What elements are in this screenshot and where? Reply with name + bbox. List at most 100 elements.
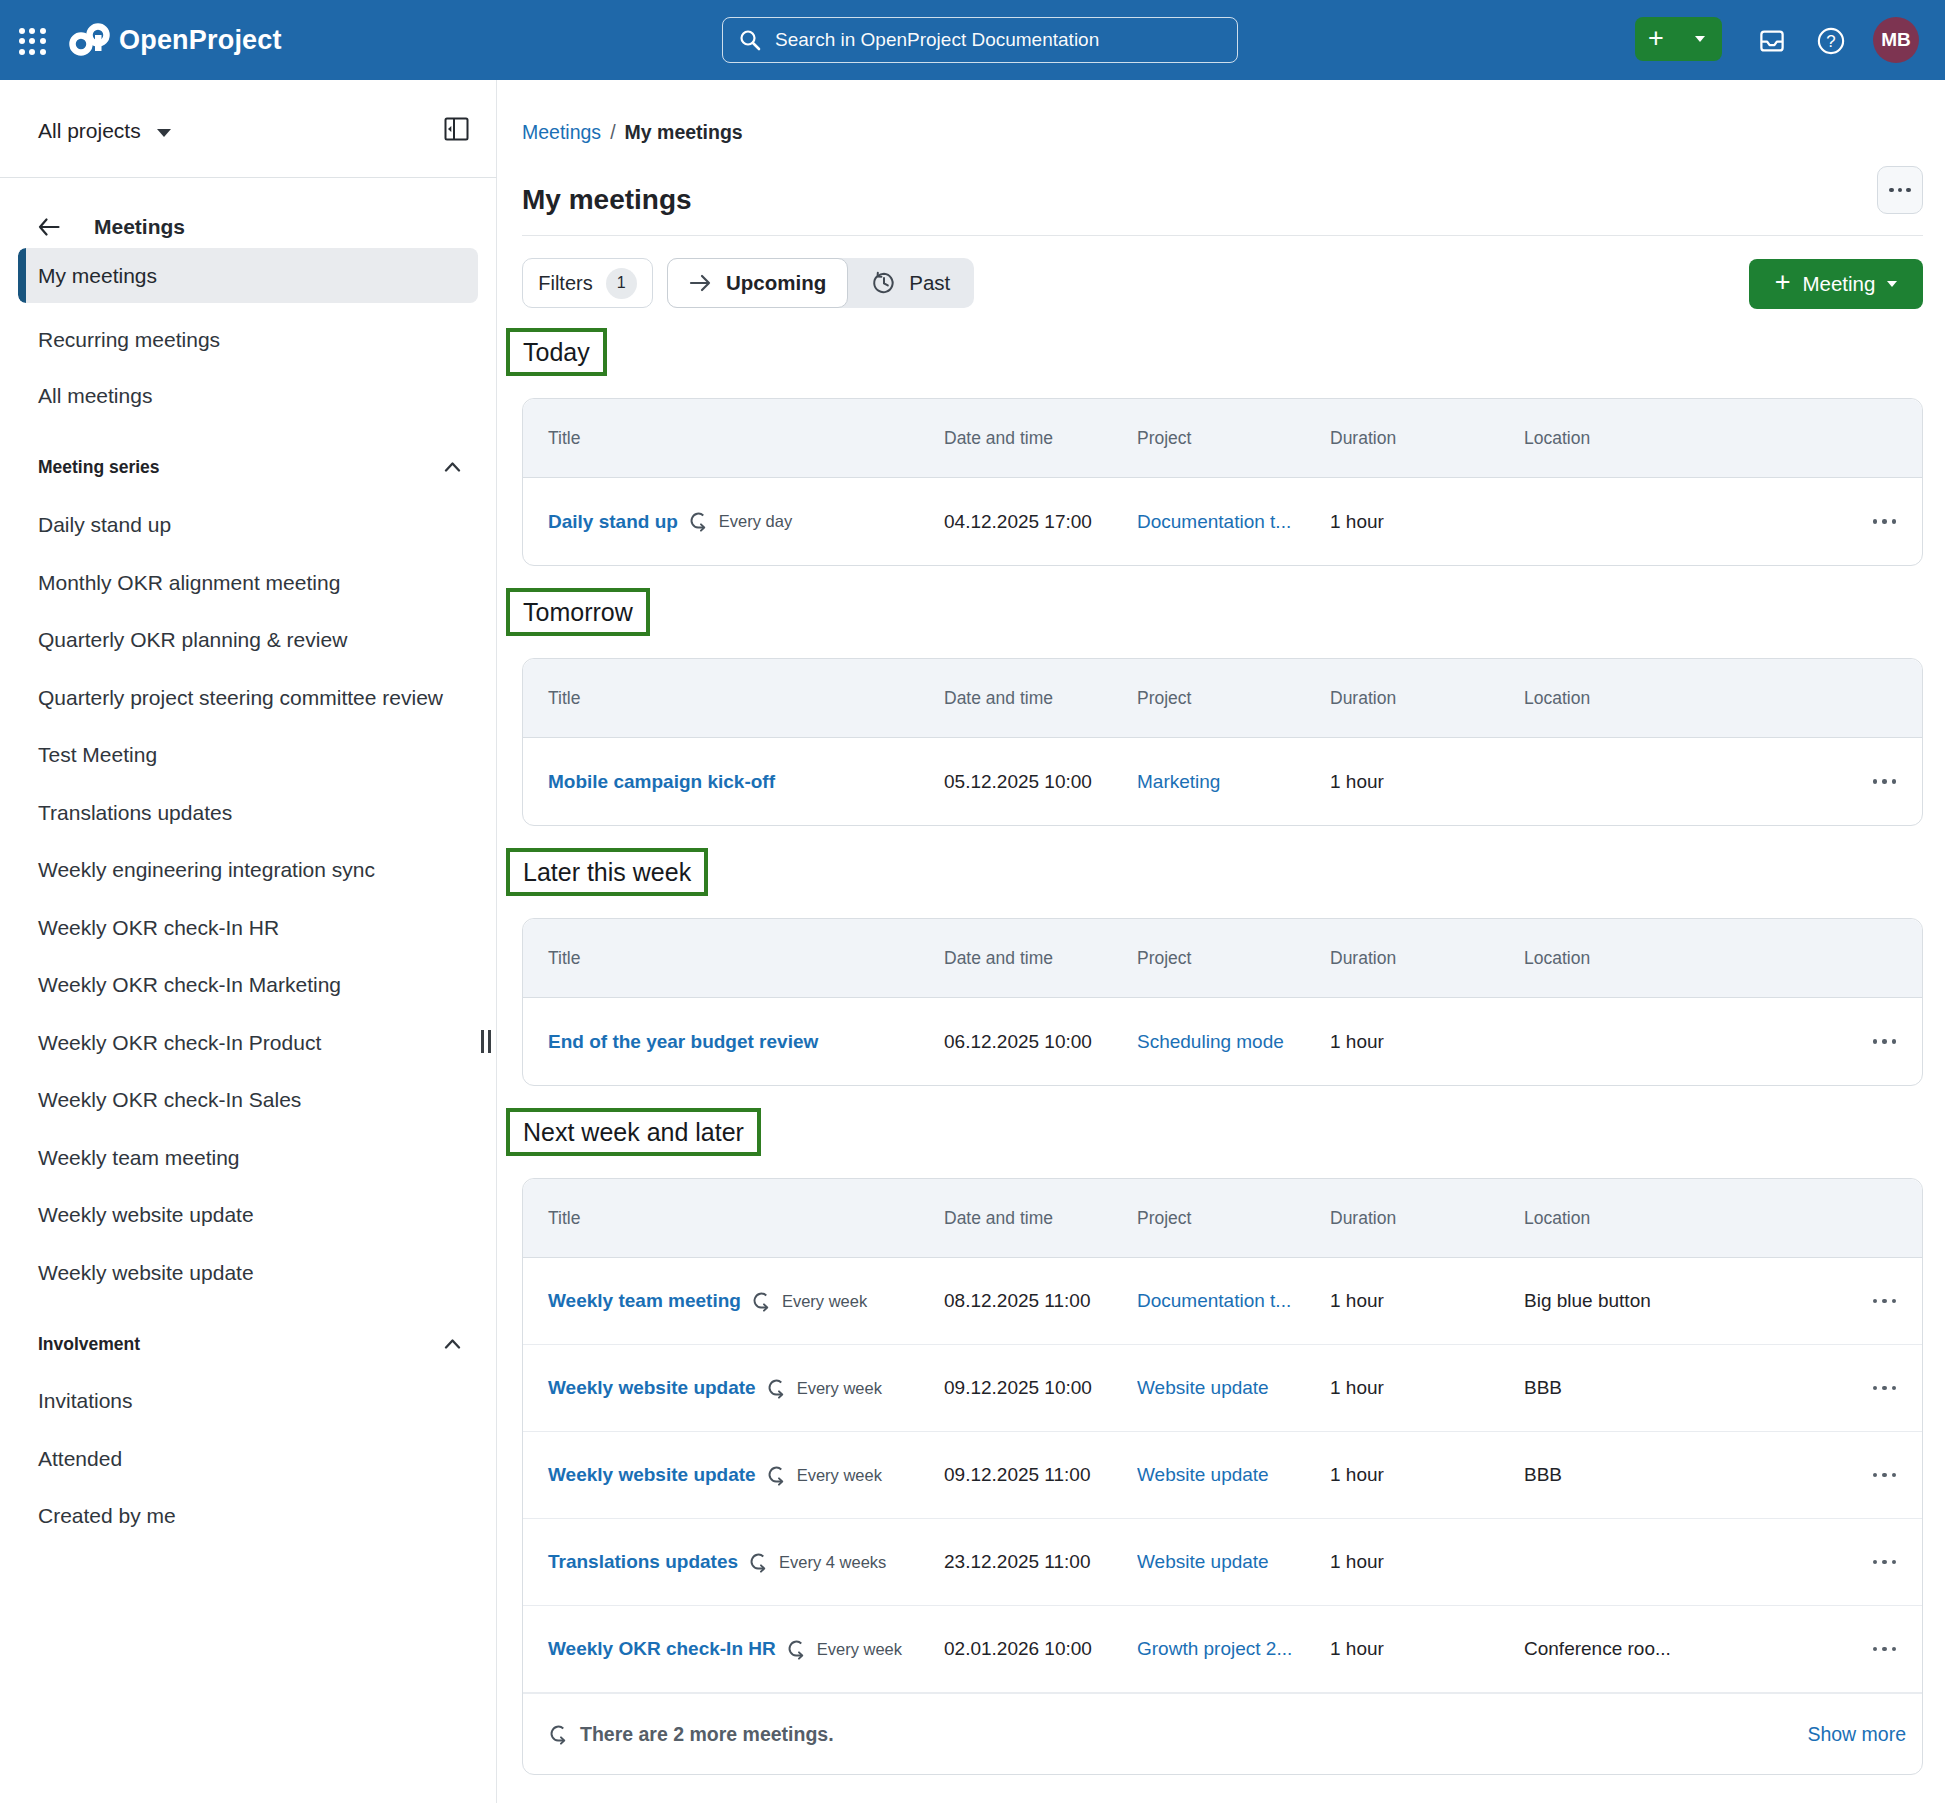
- meeting-datetime: 05.12.2025 10:00: [944, 771, 1137, 793]
- sidebar-item-meeting-series[interactable]: Translations updates: [38, 801, 232, 825]
- search-input[interactable]: Search in OpenProject Documentation: [722, 17, 1238, 63]
- row-more-menu-button[interactable]: [1873, 779, 1923, 784]
- sidebar-item-meeting-series[interactable]: Weekly OKR check-In Marketing: [38, 973, 341, 997]
- sidebar-item-my-meetings[interactable]: My meetings: [18, 248, 478, 303]
- sidebar-item-recurring-meetings[interactable]: Recurring meetings: [38, 328, 220, 352]
- section-heading: Tomorrow: [506, 588, 650, 636]
- sidebar-item-meeting-series[interactable]: Weekly OKR check-In Sales: [38, 1088, 301, 1112]
- section-heading: Today: [506, 328, 607, 376]
- meeting-title-link[interactable]: Mobile campaign kick-off: [548, 771, 775, 793]
- meeting-series-section-header: Meeting series: [38, 457, 160, 478]
- help-icon[interactable]: ?: [1816, 26, 1846, 56]
- all-projects-selector[interactable]: All projects: [38, 119, 171, 143]
- meeting-title-link[interactable]: End of the year budget review: [548, 1031, 818, 1053]
- filters-count-badge: 1: [606, 268, 637, 299]
- recurring-meeting-icon: [748, 1552, 769, 1573]
- meeting-datetime: 09.12.2025 11:00: [944, 1464, 1137, 1486]
- sidebar-resize-handle[interactable]: [481, 1030, 491, 1053]
- chevron-down-icon: [157, 129, 171, 137]
- show-more-link[interactable]: Show more: [1807, 1723, 1906, 1746]
- meeting-duration: 1 hour: [1330, 511, 1524, 533]
- row-more-menu-button[interactable]: [1873, 1647, 1923, 1652]
- row-more-menu-button[interactable]: [1873, 519, 1923, 524]
- sidebar-item-meeting-series[interactable]: Quarterly project steering committee rev…: [38, 686, 443, 710]
- sidebar-item-meeting-series[interactable]: Weekly website update: [38, 1203, 254, 1227]
- meeting-row: Weekly website updateEvery week09.12.202…: [523, 1432, 1922, 1519]
- back-arrow-icon[interactable]: [38, 218, 60, 236]
- table-header: TitleDate and timeProjectDurationLocatio…: [523, 1179, 1922, 1258]
- svg-text:?: ?: [1826, 32, 1835, 51]
- sidebar-item-created-by-me[interactable]: Created by me: [38, 1504, 176, 1528]
- meeting-title-link[interactable]: Translations updates: [548, 1551, 738, 1573]
- sidebar-item-meeting-series[interactable]: Weekly engineering integration sync: [38, 858, 375, 882]
- upcoming-tab[interactable]: Upcoming: [667, 258, 848, 308]
- meeting-duration: 1 hour: [1330, 1638, 1524, 1660]
- recurring-meeting-icon: [751, 1291, 772, 1312]
- recurring-meeting-icon: [548, 1724, 569, 1745]
- meetings-table: TitleDate and timeProjectDurationLocatio…: [522, 398, 1923, 566]
- chevron-up-icon[interactable]: [444, 462, 461, 472]
- meeting-location: Conference roo...: [1524, 1638, 1817, 1660]
- sidebar-item-attended[interactable]: Attended: [38, 1447, 122, 1471]
- row-more-menu-button[interactable]: [1873, 1386, 1923, 1391]
- project-link[interactable]: Website update: [1137, 1551, 1330, 1573]
- page-more-menu-button[interactable]: [1877, 166, 1923, 214]
- meetings-table: TitleDate and timeProjectDurationLocatio…: [522, 658, 1923, 826]
- arrow-right-icon: [689, 274, 712, 292]
- chevron-up-icon[interactable]: [444, 1339, 461, 1349]
- openproject-logo[interactable]: OpenProject: [68, 12, 282, 68]
- apps-grid-icon[interactable]: [19, 28, 46, 55]
- new-meeting-button[interactable]: + Meeting: [1749, 259, 1923, 309]
- recurring-meeting-icon: [766, 1465, 787, 1486]
- meeting-datetime: 06.12.2025 10:00: [944, 1031, 1137, 1053]
- sidebar-item-meeting-series[interactable]: Quarterly OKR planning & review: [38, 628, 347, 652]
- project-link[interactable]: Marketing: [1137, 771, 1330, 793]
- meeting-location: BBB: [1524, 1464, 1817, 1486]
- project-link[interactable]: Website update: [1137, 1377, 1330, 1399]
- breadcrumb-meetings-link[interactable]: Meetings: [522, 121, 601, 144]
- recurrence-label: Every 4 weeks: [779, 1553, 886, 1572]
- sidebar-item-meeting-series[interactable]: Weekly website update: [38, 1261, 254, 1285]
- global-create-button[interactable]: +: [1635, 17, 1722, 61]
- inbox-icon[interactable]: [1757, 26, 1787, 56]
- row-more-menu-button[interactable]: [1873, 1039, 1923, 1044]
- sidebar-item-meeting-series[interactable]: Monthly OKR alignment meeting: [38, 571, 340, 595]
- project-link[interactable]: Scheduling mode: [1137, 1031, 1330, 1053]
- meeting-title-link[interactable]: Weekly OKR check-In HR: [548, 1638, 776, 1660]
- collapse-sidebar-icon[interactable]: [444, 117, 469, 141]
- meeting-title-link[interactable]: Daily stand up: [548, 511, 678, 533]
- row-more-menu-button[interactable]: [1873, 1299, 1923, 1304]
- search-placeholder: Search in OpenProject Documentation: [775, 29, 1099, 51]
- recurring-meeting-icon: [688, 511, 709, 532]
- meeting-row: Weekly OKR check-In HREvery week02.01.20…: [523, 1606, 1922, 1693]
- title-divider: [522, 235, 1923, 236]
- sidebar-item-meeting-series[interactable]: Weekly OKR check-In HR: [38, 916, 279, 940]
- meeting-title-link[interactable]: Weekly team meeting: [548, 1290, 741, 1312]
- sidebar-item-meeting-series[interactable]: Test Meeting: [38, 743, 157, 767]
- row-more-menu-button[interactable]: [1873, 1473, 1923, 1478]
- sidebar-item-meeting-series[interactable]: Weekly OKR check-In Product: [38, 1031, 321, 1055]
- toolbar: Filters 1 Upcoming Past + Meeting: [522, 258, 1923, 308]
- meetings-table: TitleDate and timeProjectDurationLocatio…: [522, 1178, 1923, 1775]
- meeting-title-link[interactable]: Weekly website update: [548, 1377, 756, 1399]
- project-link[interactable]: Website update: [1137, 1464, 1330, 1486]
- sidebar-item-all-meetings[interactable]: All meetings: [38, 384, 152, 408]
- meeting-title-link[interactable]: Weekly website update: [548, 1464, 756, 1486]
- sidebar-item-invitations[interactable]: Invitations: [38, 1389, 133, 1413]
- meeting-row: Daily stand upEvery day04.12.2025 17:00D…: [523, 478, 1922, 565]
- sidebar-item-meeting-series[interactable]: Weekly team meeting: [38, 1146, 240, 1170]
- sidebar-item-meeting-series[interactable]: Daily stand up: [38, 513, 171, 537]
- filters-button[interactable]: Filters 1: [522, 258, 653, 308]
- row-more-menu-button[interactable]: [1873, 1560, 1923, 1565]
- project-link[interactable]: Documentation t...: [1137, 511, 1330, 533]
- more-meetings-text: There are 2 more meetings.: [580, 1723, 834, 1746]
- meeting-location: Big blue button: [1524, 1290, 1817, 1312]
- project-link[interactable]: Documentation t...: [1137, 1290, 1330, 1312]
- meeting-row: End of the year budget review 06.12.2025 …: [523, 998, 1922, 1085]
- recurring-meeting-icon: [766, 1378, 787, 1399]
- meeting-duration: 1 hour: [1330, 1377, 1524, 1399]
- user-avatar[interactable]: MB: [1873, 17, 1919, 63]
- project-link[interactable]: Growth project 2...: [1137, 1638, 1330, 1660]
- section-heading: Later this week: [506, 848, 708, 896]
- past-tab[interactable]: Past: [848, 258, 974, 308]
